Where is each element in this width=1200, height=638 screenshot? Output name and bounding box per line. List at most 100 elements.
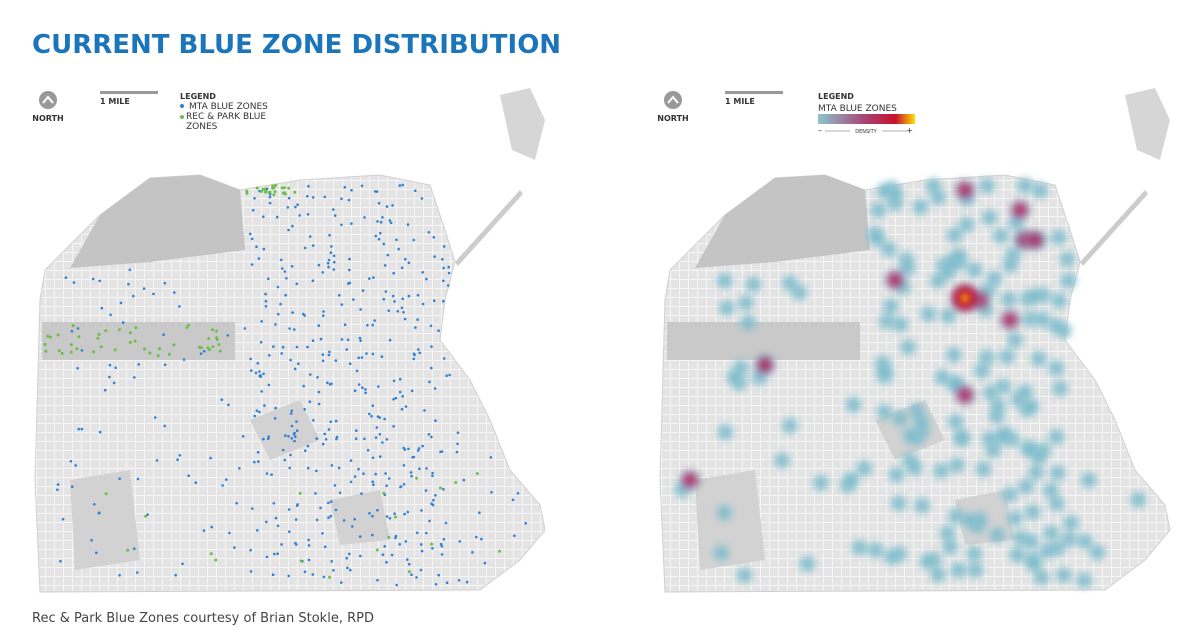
mta-zone-dot (59, 559, 62, 563)
mta-zone-dot (80, 349, 84, 352)
rec-park-dot (77, 335, 81, 339)
mta-zone-dot (390, 553, 394, 557)
title: CURRENT BLUE ZONE DISTRIBUTION (32, 30, 561, 60)
mta-zone-dot (251, 208, 255, 212)
mta-zone-dot (306, 466, 310, 470)
mta-zone-dot (416, 318, 419, 321)
mta-zone-dot (280, 352, 284, 355)
density-minus: – (818, 126, 822, 135)
mta-zone-dot (327, 428, 331, 431)
mta-zone-dot (274, 406, 277, 410)
mta-zone-dot (307, 558, 311, 562)
mta-zone-dot (286, 206, 290, 209)
mta-zone-dot (333, 260, 336, 264)
rec-park-dot (475, 472, 479, 476)
mta-zone-dot (294, 435, 297, 438)
rec-park-dot (218, 349, 222, 353)
mta-zone-dot (272, 345, 275, 348)
mta-zone-dot (457, 579, 461, 582)
heat-spot (899, 424, 922, 447)
mta-zone-dot (465, 580, 469, 584)
mta-zone-dot (238, 467, 241, 470)
mta-zone-dot (276, 285, 280, 289)
mta-zone-dot (61, 517, 65, 521)
legend-item: REC & PARK BLUE ZONES (186, 112, 267, 132)
mta-zone-dot (103, 388, 107, 392)
mta-zone-dot (410, 573, 413, 576)
mta-zone-dot (338, 491, 342, 495)
mta-zone-dot (265, 187, 269, 191)
mta-zone-dot (445, 374, 448, 378)
heat-spot (1019, 530, 1042, 553)
mta-zone-dot (287, 228, 290, 232)
density-plus: + (906, 126, 913, 135)
mta-zone-dot (277, 312, 280, 316)
north-icon (39, 91, 57, 109)
heat-spot (971, 359, 994, 382)
mta-zone-dot (353, 517, 357, 521)
mta-zone-dot (292, 432, 296, 436)
city (34, 87, 546, 593)
heat-spot (796, 552, 819, 575)
mta-zone-dot (91, 277, 95, 281)
mta-zone-dot (283, 270, 287, 273)
mta-zone-dot (425, 467, 428, 470)
mta-zone-dot (306, 213, 310, 216)
heat-spot (889, 313, 912, 336)
rec-park-dot (211, 328, 215, 332)
rec-park-dot (75, 347, 79, 351)
mta-zone-dot (284, 293, 288, 297)
mta-zone-dot (442, 299, 445, 303)
heat-spot (947, 559, 970, 582)
mta-zone-dot (294, 205, 297, 209)
mta-zone-dot (398, 390, 402, 394)
heat-spot (1047, 226, 1070, 249)
heat-spot (877, 238, 900, 261)
mta-zone-dot (362, 472, 365, 476)
mta-zone-dot (363, 437, 366, 441)
mta-zone-dot (402, 311, 405, 314)
mta-zone-dot (447, 271, 451, 275)
mta-zone-dot (335, 435, 339, 439)
mta-zone-dot (98, 279, 101, 283)
north-label: NORTH (32, 114, 63, 123)
mta-zone-dot (220, 398, 224, 402)
heat-spot (942, 344, 965, 367)
rec-park-dot (215, 336, 219, 340)
mta-zone-dot (182, 358, 186, 361)
rec-park-dot (282, 186, 286, 190)
rec-park-dot (148, 351, 152, 355)
mta-zone-dot (258, 410, 261, 414)
mta-zone-dot (323, 545, 327, 549)
mta-zone-dot (290, 265, 294, 268)
rec-park-dot (56, 333, 60, 337)
heat-spot (1006, 544, 1029, 567)
mta-zone-dot (322, 314, 325, 318)
heat-spot (947, 280, 983, 316)
mta-zone-dot (69, 460, 73, 463)
heat-spot (979, 381, 1002, 404)
scale-label: 1 MILE (725, 97, 755, 106)
mta-zone-dot (249, 548, 252, 552)
mta-zone-dot (456, 431, 460, 435)
heat-spot (676, 466, 704, 494)
mta-zone-dot (360, 184, 364, 188)
mta-zone-dot (119, 301, 123, 305)
mta-zone-dot (432, 498, 435, 502)
heat-spot (1021, 501, 1044, 524)
mta-zone-dot (294, 541, 297, 545)
mta-zone-dot (442, 538, 446, 541)
mta-zone-dot (327, 258, 331, 262)
heat-spot (778, 414, 801, 437)
mta-zone-dot (393, 512, 396, 515)
mta-zone-dot (328, 233, 331, 237)
mta-zone-dot (345, 556, 349, 560)
mta-zone-dot (398, 377, 402, 381)
footer: Rec & Park Blue Zones courtesy of Brian … (32, 611, 374, 626)
mta-zone-dot (355, 369, 359, 373)
heat-spot (751, 351, 779, 379)
mta-zone-dot (281, 345, 285, 349)
mta-zone-dot (153, 416, 157, 419)
mta-zone-dot (372, 483, 375, 487)
mta-zone-dot (388, 219, 392, 222)
